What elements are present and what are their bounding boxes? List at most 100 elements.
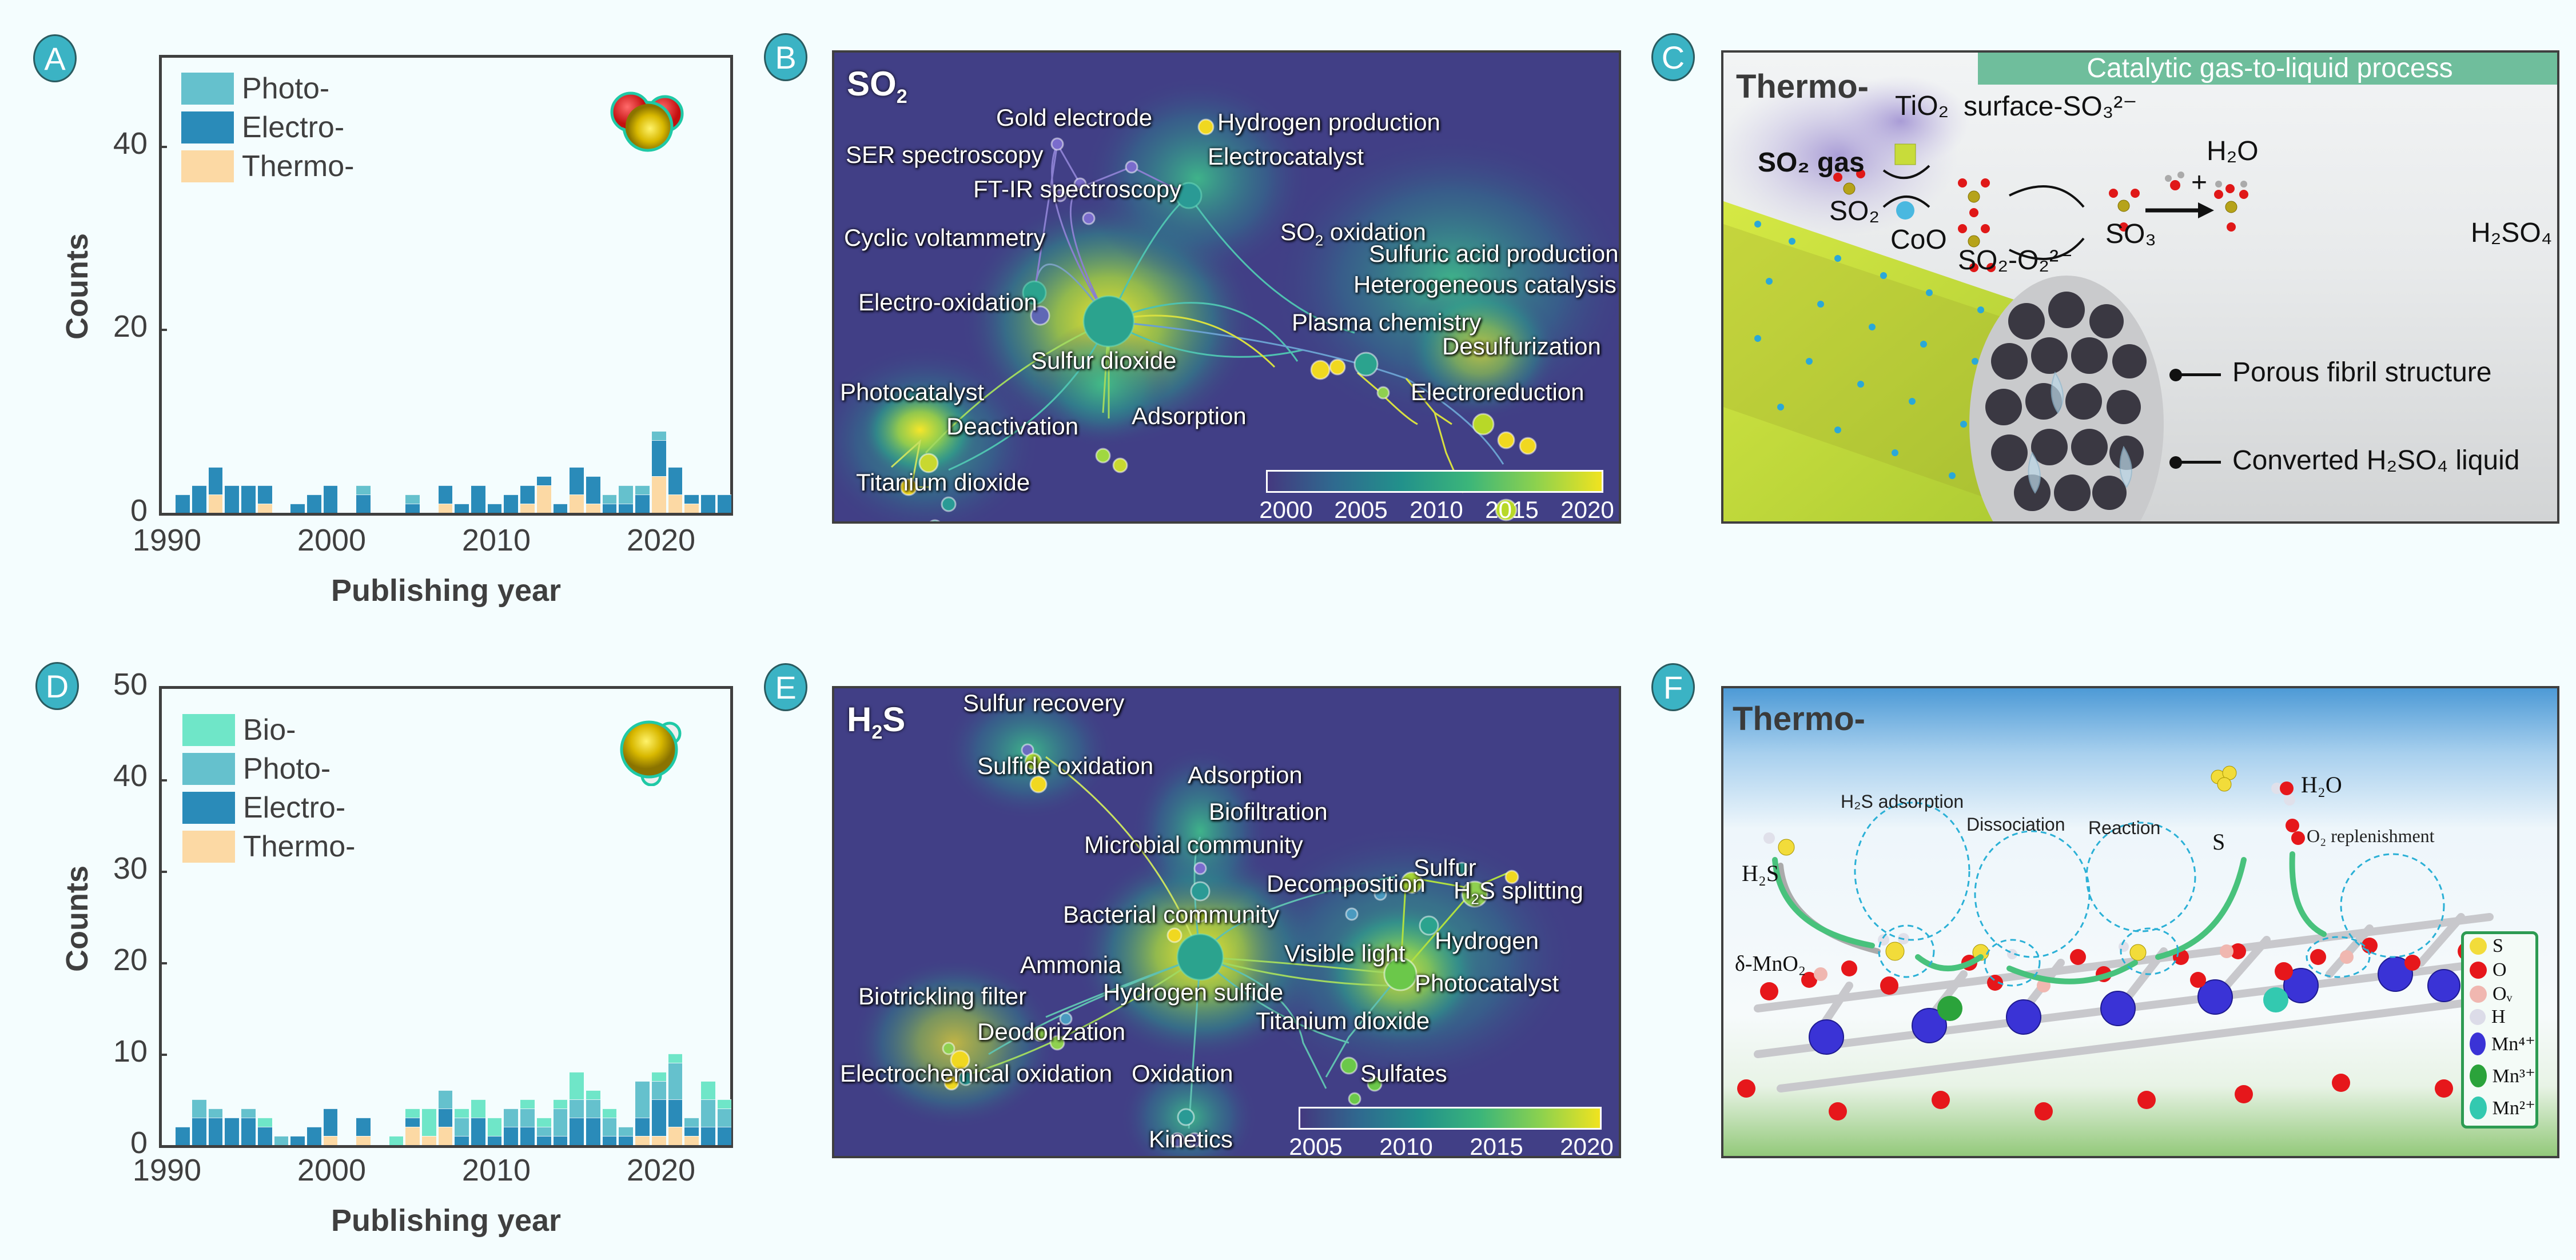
y-tick <box>159 329 167 331</box>
bar-segment-photo <box>570 1099 584 1118</box>
bar-1998 <box>290 1136 305 1145</box>
bar-segment-thermo <box>257 504 272 513</box>
legend-swatch-photo <box>182 753 235 785</box>
bar-2007 <box>438 485 453 513</box>
bar-segment-electro <box>635 495 650 513</box>
bar-segment-electro <box>570 1118 584 1145</box>
node-label-biotrickling-filter: Biotrickling filter <box>858 983 1027 1010</box>
illustration-h2s-mno2: Thermo- H₂S H₂S adsorption Dissociation … <box>1721 686 2559 1158</box>
fibril-illustration <box>1723 75 2248 521</box>
bar-2000 <box>323 485 338 513</box>
legend-label: Thermo- <box>242 150 355 183</box>
bar-2012 <box>520 1099 535 1145</box>
x-tick-label: 2000 <box>297 523 367 557</box>
bar-1993 <box>208 1109 223 1145</box>
delta-mno2-label: δ-MnO₂ <box>1735 952 1806 976</box>
x-tick-label: 1990 <box>132 523 202 557</box>
so2-gas-label: SO₂ gas <box>1758 147 1865 178</box>
bar-segment-bio <box>700 1081 715 1100</box>
bar-segment-electro <box>717 495 732 513</box>
legend-item-mn4: Mn⁴⁺ <box>2464 1028 2535 1060</box>
bar-segment-photo <box>405 495 420 504</box>
so3-label: SO₃ <box>2105 219 2156 249</box>
y-tick <box>159 1054 167 1056</box>
bar-segment-photo <box>504 1109 519 1127</box>
bar-segment-electro <box>586 1118 600 1145</box>
bar-segment-electro <box>455 504 469 513</box>
bar-segment-photo <box>356 485 371 495</box>
bar-segment-electro <box>487 504 502 513</box>
callout-line <box>2175 373 2221 376</box>
year-colorbar: 2000 2005 2010 2015 2020 <box>1259 470 1614 521</box>
bar-segment-photo <box>192 1099 206 1118</box>
s-atom-icon <box>2470 938 2487 955</box>
x-axis-title: Publishing year <box>331 1203 562 1238</box>
y-tick <box>159 962 167 964</box>
bar-2015 <box>570 1072 584 1145</box>
y-tick-label: 40 <box>113 759 148 793</box>
bar-segment-bio <box>651 1072 666 1082</box>
colorbar-tick: 2015 <box>1470 1133 1523 1158</box>
legend-swatch-electro <box>181 111 234 143</box>
plus-sign: + <box>2191 168 2208 198</box>
bar-segment-thermo <box>421 1136 436 1145</box>
colorbar-tick: 2010 <box>1379 1133 1433 1158</box>
bar-segment-photo <box>455 1118 469 1137</box>
bar-2002 <box>356 1118 371 1145</box>
bar-2000 <box>323 1109 338 1145</box>
year-colorbar: 2005 2010 2015 2020 <box>1289 1107 1614 1158</box>
node-label-titanium-dioxide: Titanium dioxide <box>1256 1007 1430 1034</box>
bar-segment-electro <box>208 467 223 495</box>
bar-segment-photo <box>241 1109 256 1118</box>
bar-2014 <box>553 504 568 513</box>
bar-segment-electro <box>356 1118 371 1137</box>
bar-1993 <box>208 467 223 513</box>
node-label-electrocatalyst: Electrocatalyst <box>1208 143 1364 170</box>
plot-area: Photo- Electro- Thermo- <box>159 55 733 516</box>
bar-segment-photo <box>635 485 650 495</box>
x-tick-label: 1990 <box>132 1153 202 1187</box>
bar-segment-thermo <box>586 504 600 513</box>
node-label-bacterial-community: Bacterial community <box>1063 901 1280 928</box>
colorbar-gradient <box>1299 1107 1602 1130</box>
bar-segment-electro <box>225 485 240 513</box>
bar-segment-electro <box>307 495 321 513</box>
h-atom-icon <box>2470 1009 2486 1025</box>
bar-segment-photo <box>651 1081 666 1100</box>
legend-label: O <box>2493 959 2507 980</box>
bar-2005 <box>405 1109 420 1145</box>
bar-1996 <box>257 1118 272 1145</box>
bar-segment-bio <box>520 1099 535 1109</box>
bar-segment-thermo <box>668 1127 683 1145</box>
bar-segment-bio <box>421 1109 436 1137</box>
h2o-label: H₂O <box>2207 136 2259 166</box>
bar-segment-photo <box>651 430 666 440</box>
y-tick-label: 50 <box>113 667 148 701</box>
bar-segment-electro <box>700 1127 715 1145</box>
bar-segment-photo <box>717 1109 732 1127</box>
node-label-titanium-dioxide: Titanium dioxide <box>856 469 1030 496</box>
legend-label: Mn²⁺ <box>2492 1098 2535 1119</box>
node-label-sulfuric-acid-production: Sulfuric acid production <box>1369 240 1619 267</box>
h2o-product-label: H₂O <box>2301 772 2342 798</box>
legend-label: Thermo- <box>243 830 356 863</box>
bar-segment-thermo <box>668 495 683 513</box>
bar-segment-electro <box>520 1127 535 1145</box>
bar-segment-electro <box>668 467 683 495</box>
legend-item-mn2: Mn²⁺ <box>2464 1092 2535 1124</box>
bar-segment-electro <box>504 1127 519 1145</box>
bar-2018 <box>619 1127 634 1145</box>
bar-1999 <box>307 1127 321 1145</box>
panel-label-f: F <box>1651 663 1695 711</box>
bar-series <box>162 689 732 1145</box>
surface-so3-label: surface-SO₃²⁻ <box>1964 91 2137 122</box>
chart-a-so2-publications: Photo- Electro- Thermo- 0 20 40 1990 200… <box>0 0 743 629</box>
node-label-decomposition: Decomposition <box>1267 870 1426 897</box>
s-product-label: S <box>2212 829 2225 855</box>
bar-segment-photo <box>586 1099 600 1118</box>
node-label-plasma-chemistry: Plasma chemistry <box>1292 309 1482 336</box>
bar-segment-electro <box>684 1127 699 1137</box>
bar-1996 <box>257 485 272 513</box>
bar-segment-electro <box>570 467 584 495</box>
bar-segment-electro <box>307 1127 321 1145</box>
